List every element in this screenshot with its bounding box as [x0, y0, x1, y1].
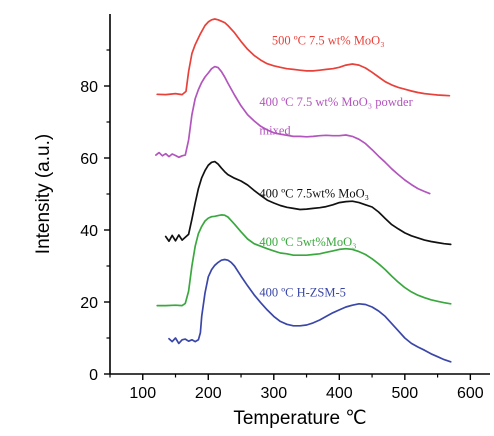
- series-label-0: 500 ºC 7.5 wt% MoO₃: [272, 34, 385, 48]
- y-tick-label: 80: [80, 79, 98, 96]
- series-line-4: [168, 258, 452, 363]
- series-labels-layer: 500 ºC 7.5 wt% MoO₃ 400 ºC 7.5 wt% MoO₃ p…: [259, 34, 413, 300]
- series-label-3: 400 ºC 5wt%MoO₃: [259, 235, 356, 249]
- series-label-2: 400 ºC 7.5wt% MoO₃: [259, 187, 369, 201]
- y-tick-label: 20: [80, 295, 98, 312]
- x-axis-title: Temperature ℃: [233, 408, 366, 429]
- series-layer: [155, 18, 452, 363]
- x-tick-label: 600: [457, 385, 484, 402]
- x-tick-label: 300: [260, 385, 287, 402]
- ticks-layer: 100 200 300 400 500 600 0 20 40 60 80: [80, 49, 484, 402]
- series-label-4: 400 ºC H-ZSM-5: [259, 286, 346, 300]
- x-tick-label: 500: [391, 385, 418, 402]
- series-line-3: [156, 214, 452, 307]
- x-tick-label: 100: [129, 385, 156, 402]
- x-tick-label: 400: [326, 385, 353, 402]
- series-line-1: [155, 65, 431, 195]
- series-label-1: 400 ºC 7.5 wt% MoO₃ powder: [259, 95, 413, 109]
- series-line-0: [156, 18, 451, 97]
- series-label-1: mixed: [259, 124, 291, 138]
- y-tick-label: 0: [89, 367, 98, 384]
- y-tick-label: 40: [80, 223, 98, 240]
- x-tick-label: 200: [195, 385, 222, 402]
- series-line-2: [164, 160, 452, 246]
- y-tick-label: 60: [80, 151, 98, 168]
- y-axis-title: Intensity (a.u.): [33, 134, 54, 254]
